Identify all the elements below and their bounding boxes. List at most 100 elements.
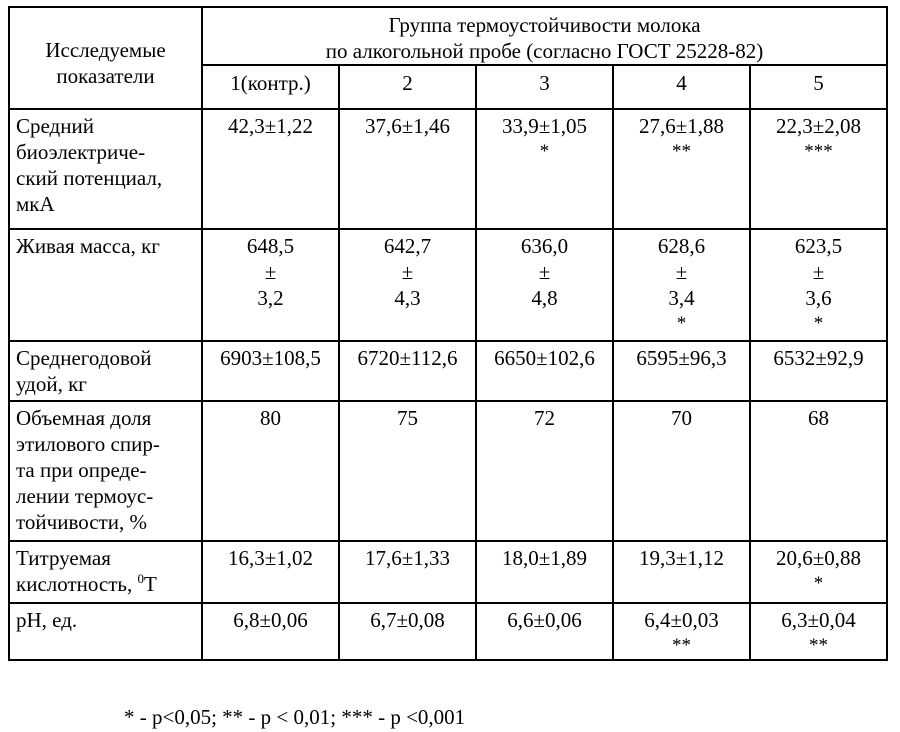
plus-minus-sign: ± bbox=[675, 260, 688, 284]
value-cell-group-1: 648,5 ±3,2 bbox=[201, 228, 340, 342]
value-cell-group-1: 80 bbox=[201, 400, 340, 542]
value-cell-group-2: 17,6±1,33 bbox=[338, 540, 477, 604]
row-label-line: биоэлектриче- bbox=[16, 140, 146, 164]
cell-value: 20,6±0,88 bbox=[776, 546, 862, 570]
significance-mark: * bbox=[539, 141, 550, 162]
group-header-2: 2 bbox=[338, 64, 477, 110]
cell-value: 6,4±0,03 bbox=[644, 608, 719, 632]
significance-mark: ** bbox=[672, 635, 691, 656]
cell-value: 6532±92,9 bbox=[773, 346, 864, 370]
cell-value: 27,6±1,88 bbox=[638, 114, 725, 138]
value-cell-group-3: 18,0±1,89 bbox=[475, 540, 614, 604]
table-row: Титруемая кислотность, 0Т 16,3±1,02 17,6±1,… bbox=[8, 540, 889, 604]
cell-value: 72 bbox=[534, 406, 555, 430]
row-label: рН, ед. bbox=[8, 602, 203, 661]
table-row: Живая масса, кг 648,5 ±3,2 642,7 ±4,3 636,0 ±4… bbox=[8, 228, 889, 342]
cell-error-value: 4,3 bbox=[394, 286, 421, 310]
cell-value: 6,8±0,06 bbox=[233, 608, 308, 632]
group-header-4: 4 bbox=[612, 64, 751, 110]
significance-mark: * bbox=[676, 313, 687, 334]
data-table: Исследуемые показатели Группа термоустой… bbox=[8, 6, 889, 661]
footnote: * - р<0,05; ** - р < 0,01; *** - р <0,00… bbox=[124, 705, 466, 729]
cell-value: 623,5 bbox=[794, 234, 843, 258]
value-cell-group-2: 642,7 ±4,3 bbox=[338, 228, 477, 342]
row-label-line: Средний bbox=[16, 114, 94, 138]
value-cell-group-5: 22,3±2,08 *** bbox=[748, 108, 889, 230]
value-cell-group-5: 6532±92,9 bbox=[748, 340, 889, 402]
value-cell-group-3: 636,0 ±4,8 bbox=[475, 228, 614, 342]
row-label-line: та при опреде- bbox=[16, 458, 147, 482]
row-label-line: Среднегодовой bbox=[16, 346, 152, 370]
row-label-header-line1: Исследуемые bbox=[45, 38, 166, 62]
cell-value: 6,6±0,06 bbox=[507, 608, 582, 632]
table-row: Объемная доля этилового спир-та при опред… bbox=[8, 400, 889, 542]
row-label-line: удой, кг bbox=[16, 372, 87, 396]
row-label: Средний биоэлектриче-ский потенциал, мкА bbox=[8, 108, 203, 230]
cell-value: 6,7±0,08 bbox=[370, 608, 445, 632]
cell-value: 68 bbox=[808, 406, 830, 430]
row-label-line: мкА bbox=[16, 192, 55, 216]
row-label: Живая масса, кг bbox=[8, 228, 203, 342]
table-body: Средний биоэлектриче-ский потенциал, мкА 42… bbox=[8, 108, 889, 661]
value-cell-group-4: 70 bbox=[612, 400, 751, 542]
plus-minus-sign: ± bbox=[264, 260, 277, 284]
cell-value: 6595±96,3 bbox=[636, 346, 727, 370]
value-cell-group-2: 6720±112,6 bbox=[338, 340, 477, 402]
cell-error-value: 3,4 bbox=[668, 286, 695, 310]
group-title-header: Группа термоустойчивости молока по алког… bbox=[200, 6, 889, 66]
value-cell-group-2: 37,6±1,46 bbox=[338, 108, 477, 230]
value-cell-group-5: 20,6±0,88 * bbox=[748, 540, 889, 604]
cell-value: 75 bbox=[397, 406, 418, 430]
cell-value: 6,3±0,04 bbox=[781, 608, 856, 632]
significance-mark: * bbox=[813, 313, 824, 334]
cell-value: 16,3±1,02 bbox=[227, 546, 314, 570]
group-header-1: 1(контр.) bbox=[201, 64, 340, 110]
value-cell-group-4: 6595±96,3 bbox=[612, 340, 751, 402]
significance-mark: * bbox=[813, 573, 824, 594]
row-label-header-line2: показатели bbox=[56, 64, 155, 88]
row-label-line: Объемная доля bbox=[16, 406, 152, 430]
value-cell-group-3: 33,9±1,05 * bbox=[475, 108, 614, 230]
value-cell-group-4: 19,3±1,12 bbox=[612, 540, 751, 604]
cell-value: 6650±102,6 bbox=[494, 346, 595, 370]
row-label-header: Исследуемые показатели bbox=[8, 6, 203, 110]
plus-minus-sign: ± bbox=[538, 260, 551, 284]
group-header-3: 3 bbox=[475, 64, 614, 110]
significance-mark: ** bbox=[672, 141, 691, 162]
cell-value: 37,6±1,46 bbox=[364, 114, 451, 138]
cell-value: 628,6 bbox=[657, 234, 706, 258]
group-title-line1: Группа термоустойчивости молока bbox=[388, 13, 701, 37]
value-cell-group-5: 623,5 ±3,6 * bbox=[748, 228, 889, 342]
value-cell-group-5: 68 bbox=[748, 400, 889, 542]
value-cell-group-1: 6903±108,5 bbox=[201, 340, 340, 402]
table-row: рН, ед. 6,8±0,06 6,7±0,08 6,6±0,06 6,4±0,03 *… bbox=[8, 602, 889, 661]
plus-minus-sign: ± bbox=[401, 260, 414, 284]
row-label-line: тойчивости, % bbox=[16, 510, 147, 534]
table-row: Среднегодовой удой, кг 6903±108,5 6720±112,… bbox=[8, 340, 889, 402]
row-label: Среднегодовой удой, кг bbox=[8, 340, 203, 402]
cell-value: 19,3±1,12 bbox=[638, 546, 725, 570]
row-label-line: Титруемая bbox=[16, 546, 111, 570]
value-cell-group-1: 6,8±0,06 bbox=[201, 602, 340, 661]
value-cell-group-5: 6,3±0,04 ** bbox=[748, 602, 889, 661]
cell-value: 642,7 bbox=[383, 234, 432, 258]
cell-value: 648,5 bbox=[246, 234, 295, 258]
group-title-line2: по алкогольной пробе (согласно ГОСТ 2522… bbox=[325, 39, 764, 63]
header-row-groups: 1(контр.) 2 3 4 5 bbox=[9, 64, 889, 110]
value-cell-group-3: 6,6±0,06 bbox=[475, 602, 614, 661]
value-cell-group-4: 6,4±0,03 ** bbox=[612, 602, 751, 661]
row-label: Объемная доля этилового спир-та при опред… bbox=[8, 400, 203, 542]
cell-value: 42,3±1,22 bbox=[227, 114, 314, 138]
plus-minus-sign: ± bbox=[812, 260, 825, 284]
value-cell-group-3: 6650±102,6 bbox=[475, 340, 614, 402]
significance-mark: ** bbox=[809, 635, 829, 656]
cell-value: 17,6±1,33 bbox=[364, 546, 451, 570]
row-label-line: кислотность, 0Т bbox=[16, 571, 157, 596]
cell-value: 33,9±1,05 bbox=[501, 114, 588, 138]
row-label-line: рН, ед. bbox=[16, 608, 78, 632]
row-label-line: этилового спир- bbox=[16, 432, 160, 456]
cell-value: 636,0 bbox=[520, 234, 569, 258]
cell-value: 6903±108,5 bbox=[220, 346, 321, 370]
row-label-line: лении термоус- bbox=[16, 484, 154, 508]
cell-error-value: 4,8 bbox=[531, 286, 558, 310]
